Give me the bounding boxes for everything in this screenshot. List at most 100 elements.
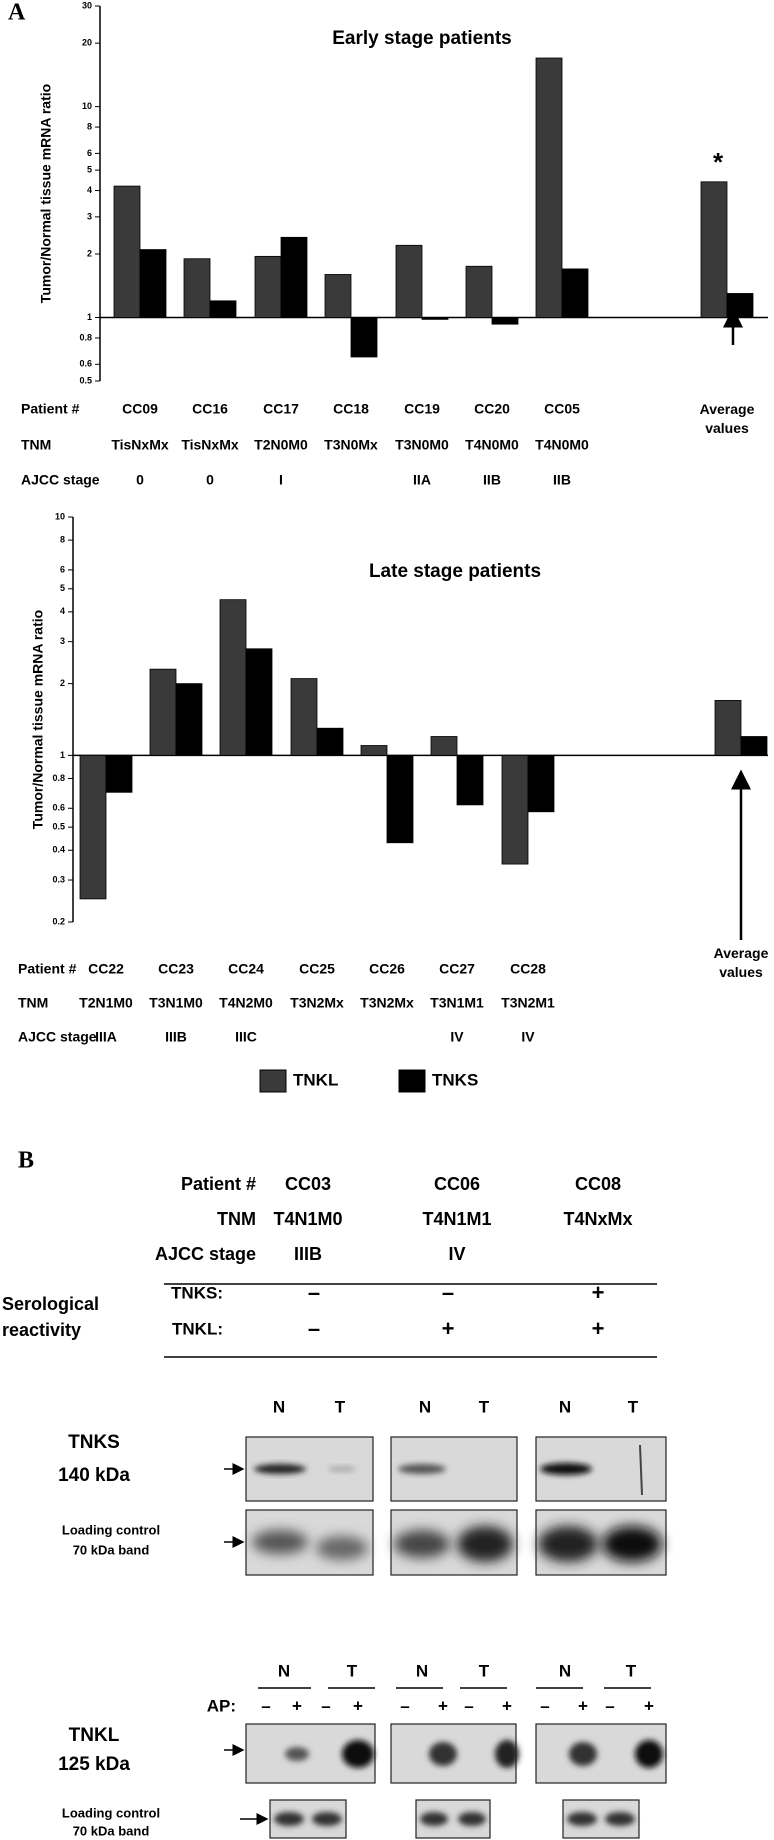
tnm-label: T4N0M0: [465, 437, 519, 453]
legend-label: TNKS: [432, 1070, 478, 1089]
ap-sign: –: [605, 1696, 614, 1715]
ajcc-label: IIIB: [165, 1029, 187, 1045]
y-tick-label: 0.8: [79, 332, 92, 342]
average-label: Average values: [714, 945, 769, 980]
category-label: CC19: [404, 401, 440, 417]
row-label: AJCC stage: [21, 472, 100, 488]
bar: [700, 181, 728, 318]
bar: [421, 317, 449, 320]
category-label: CC16: [192, 401, 228, 417]
y-tick-label: 5: [87, 164, 92, 174]
ap-label: AP:: [207, 1696, 236, 1715]
bar: [183, 258, 211, 318]
bar: [430, 736, 458, 756]
ap-sign: –: [261, 1696, 270, 1715]
tnm-label: T4N2M0: [219, 995, 273, 1011]
lane-label: N: [416, 1661, 428, 1680]
bar: [561, 268, 589, 318]
ajcc-label: IV: [450, 1029, 464, 1045]
bar: [395, 244, 423, 318]
bar: [360, 745, 388, 756]
tnm-label: TisNxMx: [111, 437, 169, 453]
y-tick-label: 6: [60, 564, 65, 574]
bar: [491, 317, 519, 325]
category-label: CC26: [369, 961, 405, 977]
y-tick-label: 20: [82, 38, 92, 48]
y-tick-label: 0.5: [52, 822, 65, 832]
chart-title: Early stage patients: [332, 28, 512, 49]
bar: [714, 700, 742, 756]
tnm-label: T3N0M0: [395, 437, 449, 453]
bar: [740, 736, 768, 756]
y-tick-label: 1: [60, 750, 65, 760]
bar: [456, 754, 484, 806]
loading-label: 70 kDa band: [73, 1542, 150, 1557]
serology-antigen: TNKS:: [171, 1283, 223, 1302]
serology-sign: –: [308, 1316, 320, 1341]
chart-title: Late stage patients: [369, 561, 541, 582]
ap-sign: +: [438, 1696, 448, 1715]
lane-label: T: [479, 1397, 490, 1416]
lane-label: T: [335, 1397, 346, 1416]
blot-protein: TNKS: [68, 1432, 120, 1453]
serology-sign: +: [592, 1280, 605, 1305]
blot-protein: TNKL: [69, 1725, 120, 1746]
serology-sign: +: [442, 1316, 455, 1341]
bar: [254, 255, 282, 318]
y-tick-label: 1: [87, 312, 92, 322]
ajcc-label: IIB: [553, 472, 571, 488]
category-label: CC05: [544, 401, 580, 417]
y-tick-label: 3: [87, 211, 92, 221]
tnm-label: T4N0M0: [535, 437, 589, 453]
tnm-label: T3N2M1: [501, 995, 555, 1011]
ajcc-label: IIIC: [235, 1029, 257, 1045]
ajcc-label: IIB: [483, 472, 501, 488]
y-tick-label: 2: [87, 248, 92, 258]
lane-label: N: [278, 1661, 290, 1680]
ap-sign: +: [502, 1696, 512, 1715]
patient-id: CC08: [575, 1174, 621, 1194]
y-axis-label: Tumor/Normal tissue mRNA ratio: [30, 610, 46, 829]
y-tick-label: 0.6: [52, 803, 65, 813]
y-tick-label: 30: [82, 0, 92, 10]
y-tick-label: 4: [87, 185, 92, 195]
y-tick-label: 0.6: [79, 359, 92, 369]
bar: [527, 754, 555, 813]
y-tick-label: 0.8: [52, 773, 65, 783]
table-lines: [164, 1283, 657, 1689]
lane-label: N: [559, 1397, 571, 1416]
y-tick-label: 0.3: [52, 874, 65, 884]
bar: [535, 57, 563, 318]
lane-label: T: [628, 1397, 639, 1416]
lane-label: N: [419, 1397, 431, 1416]
bar: [324, 274, 352, 318]
serology-label: Serological: [2, 1294, 99, 1314]
tnm-label: TisNxMx: [181, 437, 239, 453]
ajcc-label: IIA: [413, 472, 431, 488]
serology-sign: +: [592, 1316, 605, 1341]
bar: [209, 300, 237, 318]
tnm-label: T3N2Mx: [290, 995, 344, 1011]
category-label: CC25: [299, 961, 335, 977]
category-label: CC18: [333, 401, 369, 417]
serology-sign: –: [308, 1280, 320, 1305]
y-tick-label: 0.4: [52, 845, 65, 855]
ap-sign: –: [321, 1696, 330, 1715]
ap-sign: +: [292, 1696, 302, 1715]
ajcc-label: I: [279, 472, 283, 488]
bar: [245, 648, 273, 756]
row-label: AJCC stage: [18, 1029, 97, 1045]
panel-label: A: [8, 0, 26, 26]
bar: [280, 236, 308, 318]
loading-label: 70 kDa band: [73, 1823, 150, 1838]
ap-sign: –: [400, 1696, 409, 1715]
category-label: CC20: [474, 401, 510, 417]
blot-size: 140 kDa: [58, 1465, 130, 1486]
legend-swatch: [398, 1069, 426, 1093]
y-tick-label: 5: [60, 583, 65, 593]
patient-id: CC06: [434, 1174, 480, 1194]
row-label: TNM: [18, 995, 48, 1011]
tnm-label: T3N0Mx: [324, 437, 378, 453]
serology-antigen: TNKL:: [172, 1319, 223, 1338]
